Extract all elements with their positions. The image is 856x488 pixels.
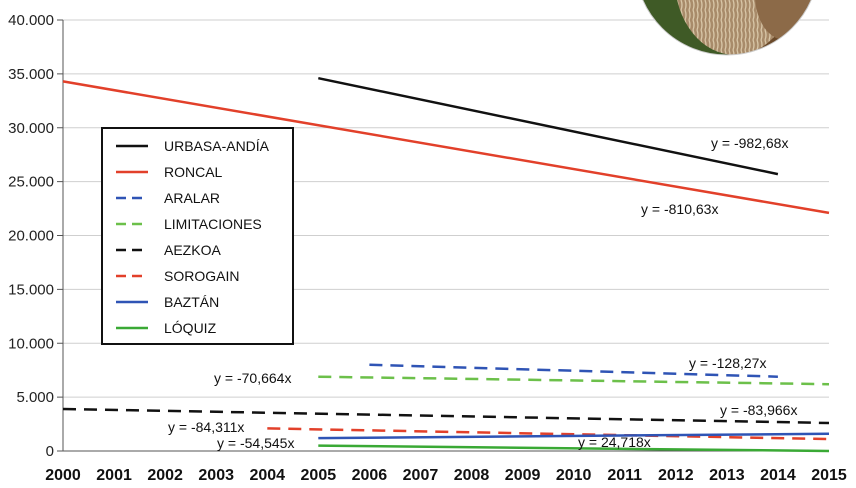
legend-label: ARALAR <box>164 190 220 206</box>
legend-label: SOROGAIN <box>164 268 239 284</box>
x-tick-label: 2002 <box>147 467 183 484</box>
legend-label: RONCAL <box>164 164 223 180</box>
legend-label: AEZKOA <box>164 242 221 258</box>
x-tick-label: 2005 <box>301 467 337 484</box>
y-tick-label: 0 <box>46 443 54 460</box>
series-line <box>318 444 830 453</box>
legend-label: URBASA-ANDÍA <box>164 138 270 154</box>
x-tick-label: 2012 <box>658 467 694 484</box>
x-tick-label: 2008 <box>454 467 490 484</box>
legend-label: LÓQUIZ <box>164 320 217 336</box>
x-tick-label: 2000 <box>45 467 81 484</box>
trendline-equation: y = -70,664x <box>214 370 291 386</box>
y-tick-label: 10.000 <box>8 335 54 352</box>
trendline-equation: y = -54,545x <box>217 435 294 451</box>
legend-label: BAZTÁN <box>164 294 219 310</box>
x-tick-label: 2009 <box>505 467 541 484</box>
y-tick-label: 15.000 <box>8 281 54 298</box>
trendline-equation: y = -810,63x <box>641 201 718 217</box>
tick-labels: 0 5.000 10.000 15.000 20.000 25.000 30.000 35.0… <box>8 12 847 484</box>
x-tick-label: 2007 <box>403 467 439 484</box>
y-tick-label: 35.000 <box>8 66 54 83</box>
y-tick-label: 30.000 <box>8 120 54 137</box>
legend: URBASA-ANDÍA RONCAL ARALAR LIMITACIONES AEZK… <box>101 127 294 345</box>
sheep-photo <box>635 0 819 56</box>
series-line <box>267 427 830 441</box>
trendline-equations: y = -982,68x y = -810,63x y = -128,27x y = … <box>168 135 797 451</box>
x-tick-label: 2006 <box>352 467 388 484</box>
x-tick-label: 2003 <box>198 467 234 484</box>
legend-label: LIMITACIONES <box>164 216 262 232</box>
x-tick-label: 2001 <box>96 467 132 484</box>
trendline-equation: y = -84,311x <box>168 419 244 435</box>
series-line <box>369 363 778 378</box>
x-tick-label: 2013 <box>709 467 745 484</box>
x-tick-label: 2011 <box>607 467 642 484</box>
legend-box <box>101 127 294 345</box>
series-line <box>318 76 779 176</box>
x-tick-label: 2004 <box>249 467 285 484</box>
y-tick-label: 40.000 <box>8 12 54 29</box>
series-line <box>318 432 830 440</box>
y-tick-label: 5.000 <box>16 389 54 406</box>
trendline-equation: y = -83,966x <box>720 402 797 418</box>
trendline-equation: y = -128,27x <box>689 355 766 371</box>
trendline-equation: y = -982,68x <box>711 135 788 151</box>
y-tick-label: 25.000 <box>8 174 54 191</box>
trendline-equation: y = 24,718x <box>578 434 651 450</box>
series-lines <box>62 76 830 453</box>
axes <box>57 19 829 452</box>
series-line <box>62 80 830 215</box>
series-line <box>318 375 830 386</box>
series-line <box>62 407 830 425</box>
x-tick-label: 2010 <box>556 467 592 484</box>
x-tick-label: 2014 <box>760 467 796 484</box>
y-tick-label: 20.000 <box>8 228 54 245</box>
x-tick-label: 2015 <box>811 467 847 484</box>
